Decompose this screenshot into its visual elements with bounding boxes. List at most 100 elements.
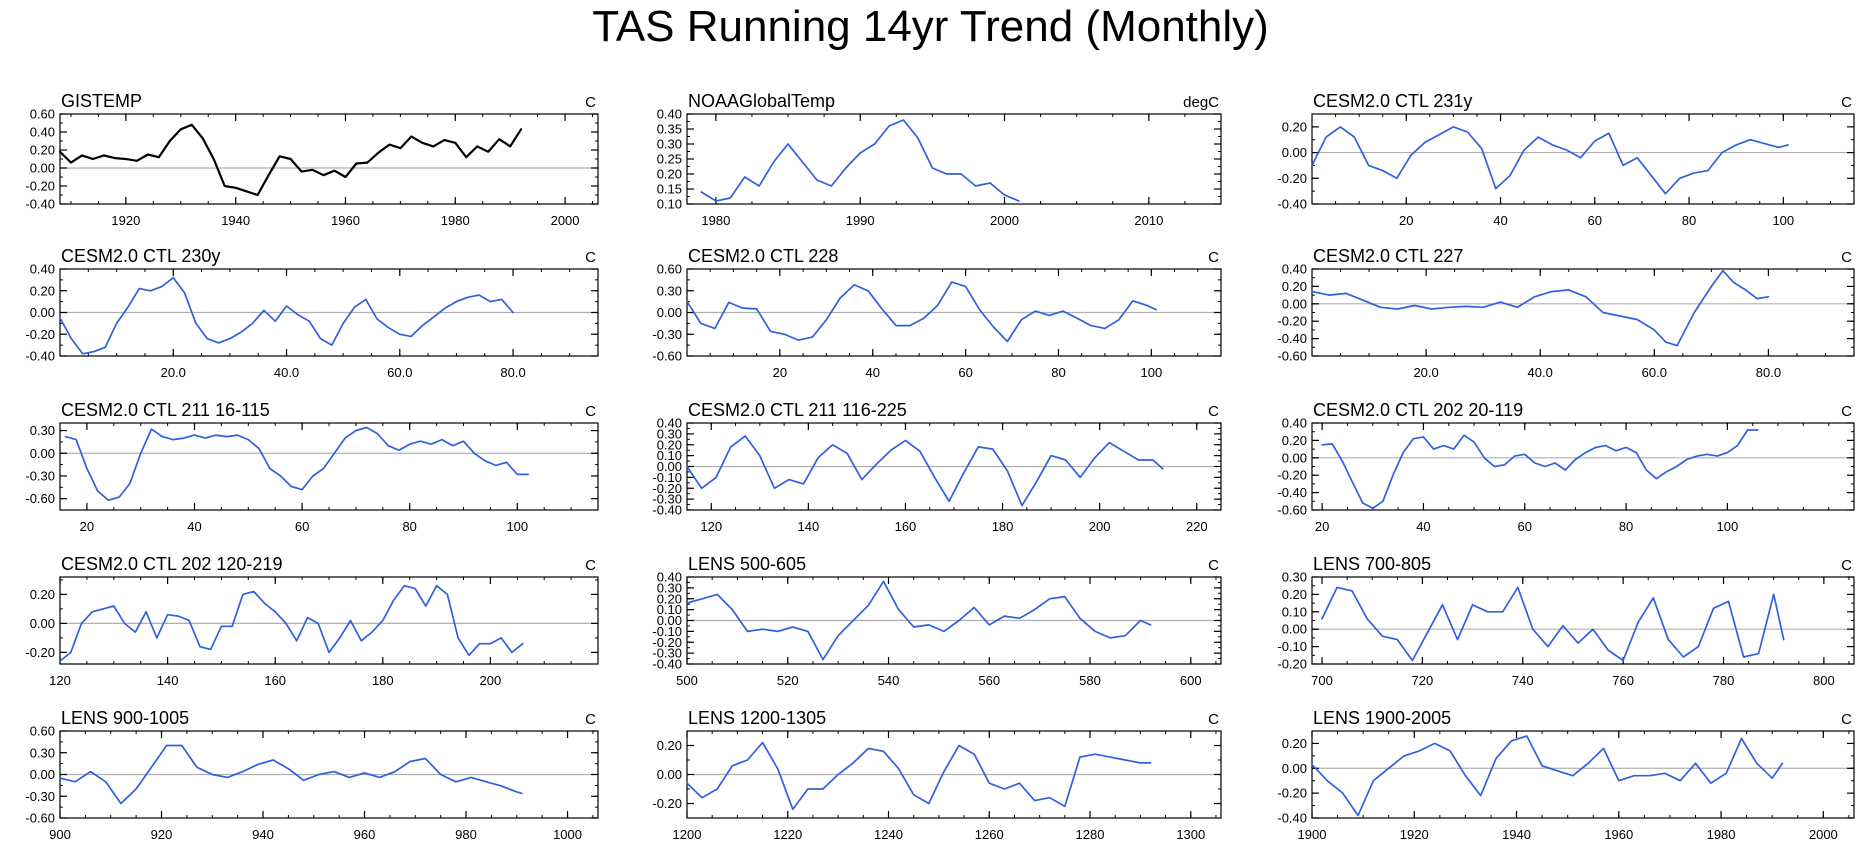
y-tick-label: 0.60	[657, 262, 682, 277]
series-line	[59, 744, 523, 805]
panel-title: CESM2.0 CTL 202 20-119	[1313, 400, 1523, 420]
x-tick-label: 180	[992, 519, 1014, 534]
x-tick-label: 600	[1180, 673, 1202, 688]
x-tick-label: 920	[151, 827, 173, 842]
y-tick-label: 0.20	[657, 738, 682, 753]
x-tick-label: 200	[480, 673, 502, 688]
y-tick-label: 0.60	[30, 107, 55, 122]
x-tick-label: 1200	[673, 827, 702, 842]
x-tick-label: 160	[895, 519, 917, 534]
x-tick-label: 940	[252, 827, 274, 842]
x-tick-label: 200	[1089, 519, 1111, 534]
plot-frame	[1311, 422, 1855, 511]
panel-unit: C	[1841, 94, 1852, 111]
x-tick-label: 40	[866, 365, 880, 380]
x-tick-label: 2000	[1809, 827, 1838, 842]
x-tick-label: 60	[1518, 519, 1532, 534]
panel-unit: C	[585, 403, 596, 420]
x-tick-label: 20	[1399, 213, 1413, 228]
y-tick-label: 0.10	[657, 197, 682, 212]
y-tick-label: -0.40	[25, 349, 55, 364]
x-tick-label: 1300	[1176, 827, 1205, 842]
plot-frame	[59, 422, 599, 511]
y-tick-label: -0.60	[1277, 349, 1307, 364]
y-tick-label: 0.20	[1282, 736, 1307, 751]
y-tick-label: 0.40	[30, 262, 55, 277]
y-tick-label: 0.10	[657, 602, 682, 617]
figure-title: TAS Running 14yr Trend (Monthly)	[592, 2, 1269, 51]
y-tick-label: 0.40	[1282, 416, 1307, 431]
y-tick-label: 0.20	[30, 143, 55, 158]
panel-unit: C	[1208, 403, 1219, 420]
x-tick-label: 20	[773, 365, 787, 380]
y-tick-label: 0.00	[30, 767, 55, 782]
plot-frame	[1311, 268, 1855, 357]
x-tick-label: 2000	[551, 213, 580, 228]
x-tick-label: 40	[1493, 213, 1507, 228]
y-tick-label: -0.20	[1277, 657, 1307, 672]
series-line	[686, 281, 1157, 343]
y-tick-label: -0.60	[25, 811, 55, 826]
y-tick-label: 0.10	[657, 448, 682, 463]
y-tick-label: -0.20	[25, 179, 55, 194]
y-tick-label: 0.40	[30, 125, 55, 140]
y-tick-label: 0.20	[657, 591, 682, 606]
x-tick-label: 2010	[1134, 213, 1163, 228]
y-tick-label: -0.40	[652, 503, 682, 518]
y-tick-label: 0.20	[657, 167, 682, 182]
panel-unit: C	[1841, 711, 1852, 728]
x-tick-label: 220	[1186, 519, 1208, 534]
panel-unit: C	[585, 557, 596, 574]
x-tick-label: 1980	[441, 213, 470, 228]
panel-unit: C	[585, 711, 596, 728]
x-tick-label: 100	[1772, 213, 1794, 228]
x-tick-label: 700	[1311, 673, 1333, 688]
y-tick-label: -0.40	[1277, 331, 1307, 346]
y-tick-label: -0.30	[25, 789, 55, 804]
x-tick-label: 20.0	[161, 365, 186, 380]
panel-unit: C	[1208, 711, 1219, 728]
x-tick-label: 1240	[874, 827, 903, 842]
y-tick-label: 0.00	[1282, 761, 1307, 776]
x-tick-label: 60	[1588, 213, 1602, 228]
y-tick-label: 0.00	[1282, 145, 1307, 160]
x-tick-label: 80.0	[1756, 365, 1781, 380]
x-tick-label: 40.0	[1528, 365, 1553, 380]
y-tick-label: 0.30	[1282, 570, 1307, 585]
y-tick-label: 0.00	[1282, 622, 1307, 637]
series-line	[700, 119, 1020, 202]
plot-frame	[1311, 730, 1855, 819]
x-tick-label: 120	[700, 519, 722, 534]
panel-title: CESM2.0 CTL 202 120-219	[61, 554, 282, 574]
panel-title: CESM2.0 CTL 211 16-115	[61, 400, 270, 420]
y-tick-label: -0.30	[652, 646, 682, 661]
x-tick-label: 80	[1682, 213, 1696, 228]
y-tick-label: -0.60	[1277, 503, 1307, 518]
y-tick-label: 0.30	[30, 745, 55, 760]
panel-title: CESM2.0 CTL 227	[1313, 246, 1463, 266]
y-tick-label: -0.20	[1277, 468, 1307, 483]
x-tick-label: 60	[295, 519, 309, 534]
y-tick-label: -0.60	[25, 491, 55, 506]
panel-unit: C	[1841, 557, 1852, 574]
y-tick-label: 0.35	[657, 122, 682, 137]
y-tick-label: 0.00	[30, 446, 55, 461]
series-line	[686, 580, 1152, 661]
panel-unit: C	[1841, 249, 1852, 266]
x-tick-label: 40.0	[274, 365, 299, 380]
panel-unit: degC	[1183, 94, 1219, 111]
y-tick-label: 0.40	[657, 570, 682, 585]
y-tick-label: -0.30	[25, 468, 55, 483]
series-line	[59, 584, 524, 662]
x-tick-label: 540	[878, 673, 900, 688]
x-tick-label: 960	[354, 827, 376, 842]
y-tick-label: -0.40	[652, 657, 682, 672]
x-tick-label: 720	[1412, 673, 1434, 688]
x-tick-label: 800	[1813, 673, 1835, 688]
y-tick-label: 0.00	[657, 767, 682, 782]
y-tick-label: 0.20	[1282, 587, 1307, 602]
series-line	[59, 276, 514, 355]
y-tick-label: 0.00	[657, 305, 682, 320]
x-tick-label: 1260	[975, 827, 1004, 842]
plot-frame	[1311, 113, 1855, 205]
